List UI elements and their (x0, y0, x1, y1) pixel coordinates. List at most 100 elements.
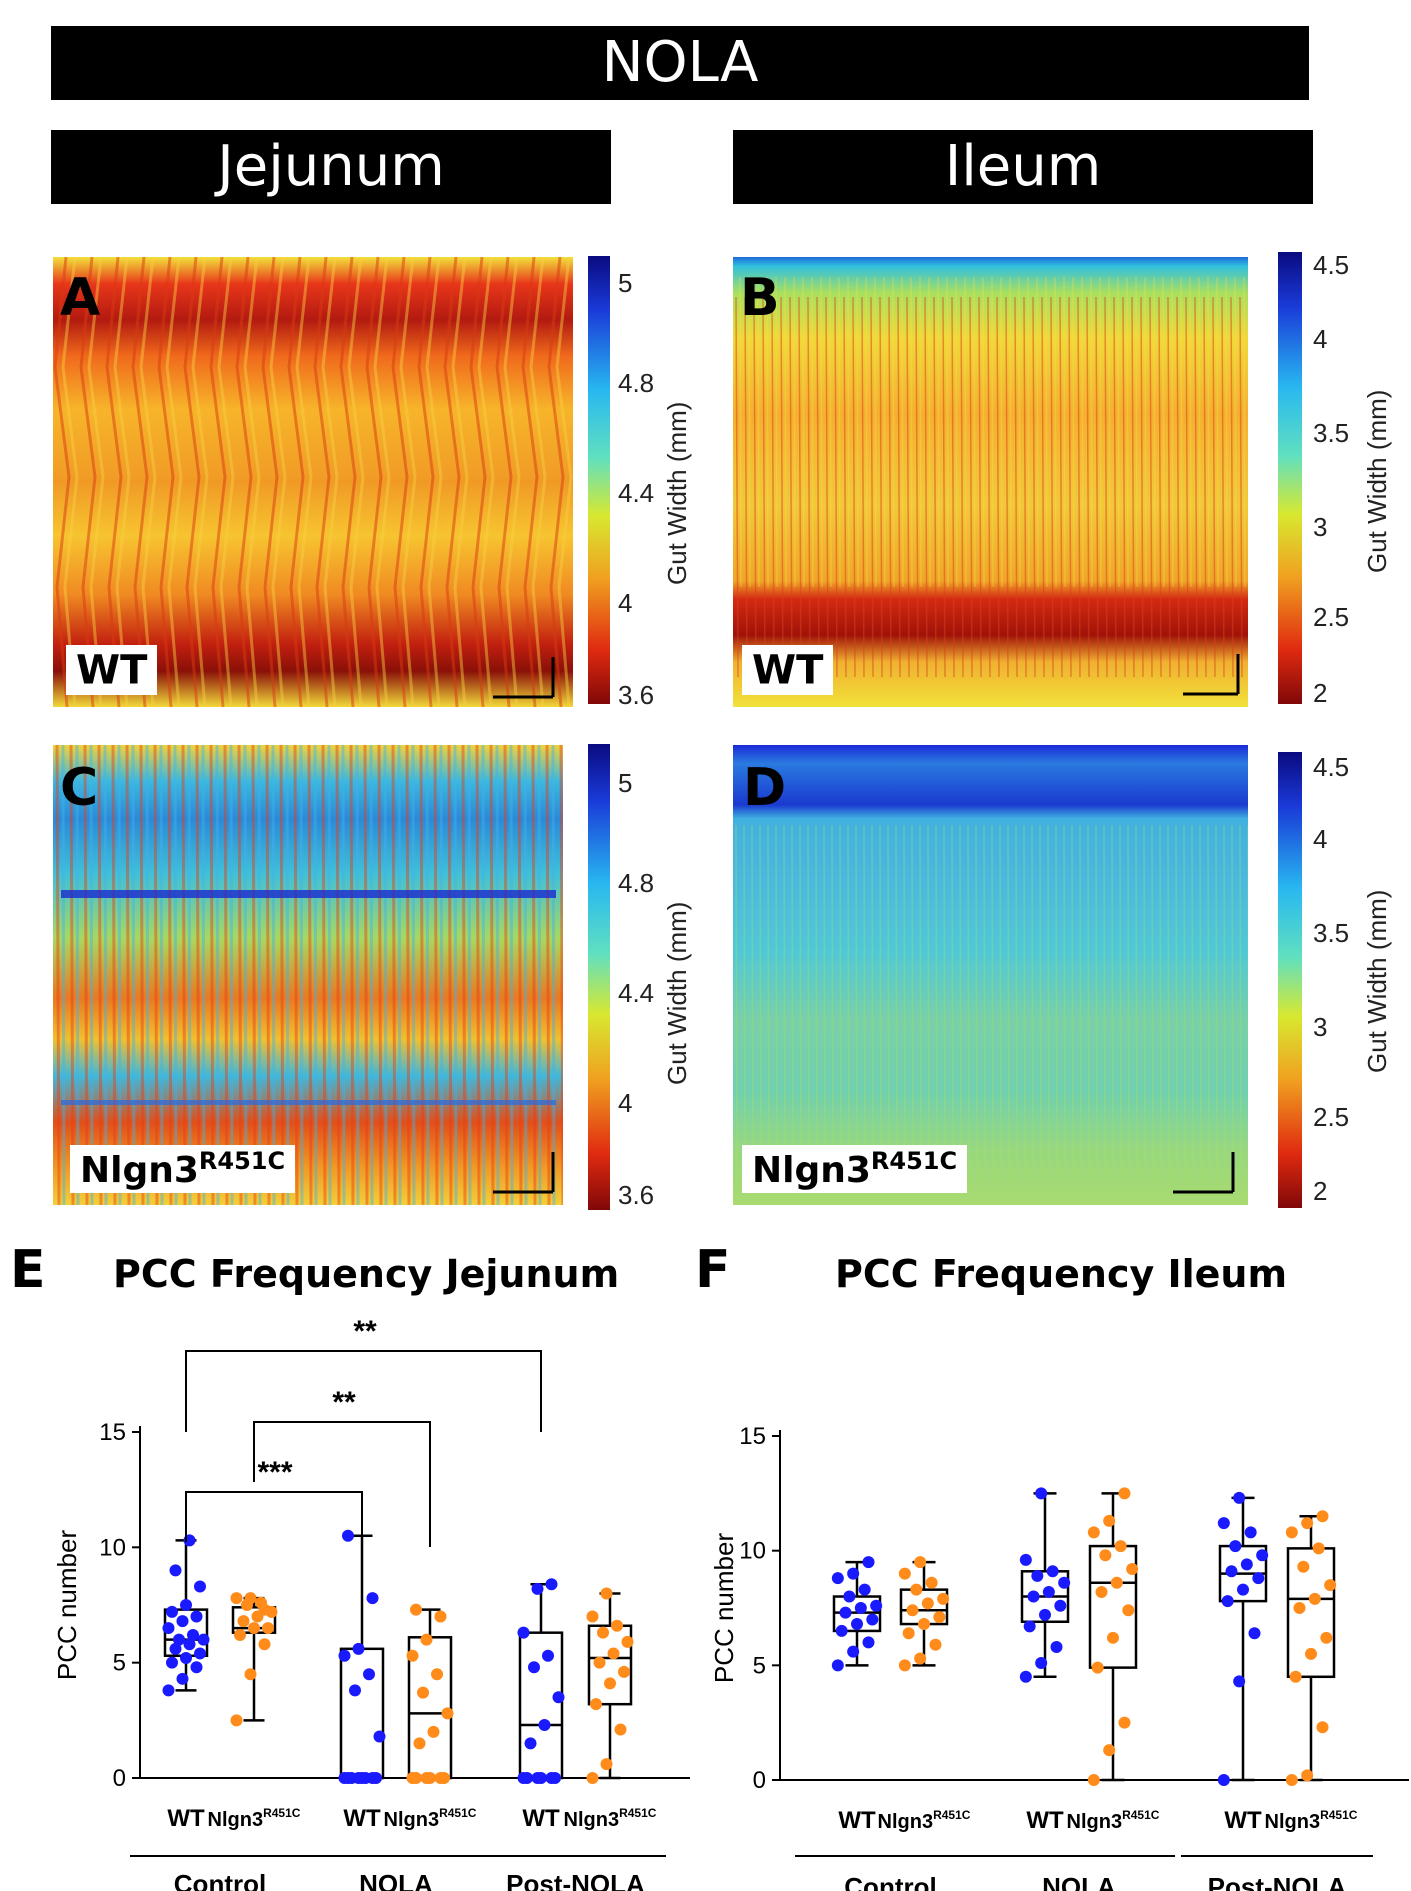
y-tick-label: 10 (739, 1538, 766, 1565)
y-tick-label: 15 (99, 1419, 126, 1446)
colorbar-a-tick-4: 4 (618, 588, 633, 618)
x-tick-label: Nlgn3R451C (564, 1806, 657, 1831)
colorbar-d-tick-1: 4.5 (1313, 752, 1350, 782)
y-tick-label: 5 (113, 1650, 126, 1677)
data-point (549, 1772, 561, 1784)
data-point (176, 1615, 189, 1628)
data-point (248, 1622, 260, 1635)
y-tick-label: 10 (99, 1534, 126, 1561)
data-point (1248, 1627, 1261, 1640)
group-label: Post-NOLA (506, 1869, 645, 1891)
panel-c-label: C (60, 758, 99, 818)
data-point (531, 1582, 544, 1595)
data-point (434, 1610, 447, 1623)
panel-e-title: PCC Frequency Jejunum (113, 1252, 620, 1296)
data-point (166, 1656, 178, 1669)
data-point (173, 1633, 185, 1646)
data-point (1031, 1569, 1044, 1582)
group-label: NOLA (359, 1869, 433, 1891)
colorbar-a-label: Gut Width (mm) (662, 401, 692, 585)
data-point (1027, 1590, 1040, 1603)
panel-c-genotype-name: Nlgn3 (80, 1150, 199, 1191)
data-point (1103, 1744, 1116, 1757)
data-point (1240, 1558, 1253, 1571)
data-point (190, 1661, 203, 1674)
heatmap-a (53, 257, 573, 707)
data-point (1237, 1583, 1249, 1596)
data-point (180, 1652, 192, 1665)
colorbar-a-tick-3: 4.4 (618, 478, 655, 508)
data-point (847, 1567, 860, 1580)
box (1286, 1547, 1336, 1679)
significance-label: *** (257, 1456, 292, 1489)
data-point (1233, 1675, 1246, 1688)
data-point (244, 1668, 257, 1681)
data-point (230, 1714, 243, 1727)
panel-d-genotype-name: Nlgn3 (752, 1150, 871, 1191)
x-tick-label: WT (167, 1805, 205, 1832)
data-point (1058, 1576, 1071, 1589)
data-point (373, 1730, 386, 1743)
data-point (921, 1597, 934, 1610)
data-point (1324, 1579, 1337, 1592)
data-point (1023, 1620, 1036, 1633)
data-point (162, 1684, 175, 1697)
data-point (1103, 1514, 1116, 1527)
data-point (169, 1564, 182, 1577)
significance-label: ** (353, 1315, 377, 1348)
data-point (552, 1691, 565, 1704)
data-point (831, 1572, 844, 1585)
panel-b-genotype: WT (742, 645, 834, 696)
data-point (593, 1656, 606, 1669)
data-point (169, 1642, 182, 1655)
colorbar-c-tick-4: 4 (618, 1088, 633, 1118)
data-point (933, 1611, 946, 1624)
data-point (234, 1628, 246, 1641)
data-point (517, 1626, 530, 1639)
data-point (1050, 1640, 1063, 1653)
data-point (1305, 1647, 1317, 1660)
data-point (1019, 1670, 1032, 1683)
jejunum-title: Jejunum (217, 134, 445, 199)
x-tick-label: Nlgn3R451C (384, 1806, 477, 1831)
data-point (258, 1603, 271, 1616)
box (339, 1647, 385, 1780)
data-point (1054, 1599, 1067, 1612)
group-label: NOLA (1042, 1872, 1116, 1891)
data-point (194, 1647, 206, 1660)
group-label: Control (174, 1869, 266, 1891)
data-point (906, 1604, 919, 1617)
data-point (180, 1599, 192, 1611)
panel-d-label: D (743, 758, 787, 818)
data-point (342, 1529, 354, 1542)
data-point (1297, 1560, 1310, 1573)
data-point (1118, 1487, 1131, 1500)
data-point (839, 1606, 852, 1619)
data-point (866, 1613, 879, 1626)
data-point (586, 1610, 599, 1623)
box (1088, 1544, 1138, 1669)
title-banner: NOLA (51, 26, 1309, 100)
data-point (831, 1659, 844, 1672)
data-point (366, 1592, 379, 1605)
colorbar-d-tick-4: 3 (1313, 1012, 1328, 1042)
data-point (1091, 1661, 1104, 1674)
data-point (1110, 1576, 1123, 1589)
panel-a-genotype: WT (66, 645, 158, 696)
y-axis-label: PCC number (52, 1530, 82, 1681)
data-point (1107, 1631, 1119, 1644)
x-tick-label: WT (1224, 1807, 1262, 1834)
data-point (345, 1772, 358, 1784)
data-point (1122, 1604, 1135, 1617)
significance-bracket (253, 1421, 431, 1547)
data-point (1099, 1549, 1112, 1562)
figure-title: NOLA (601, 30, 759, 95)
colorbar-b-tick-1: 4.5 (1313, 250, 1350, 280)
data-point (1039, 1608, 1051, 1621)
data-point (1035, 1657, 1048, 1670)
data-point (918, 1618, 930, 1631)
data-point (910, 1583, 923, 1596)
colorbar-b-tick-5: 2.5 (1313, 602, 1350, 632)
colorbar-b-tick-4: 3 (1313, 512, 1328, 542)
